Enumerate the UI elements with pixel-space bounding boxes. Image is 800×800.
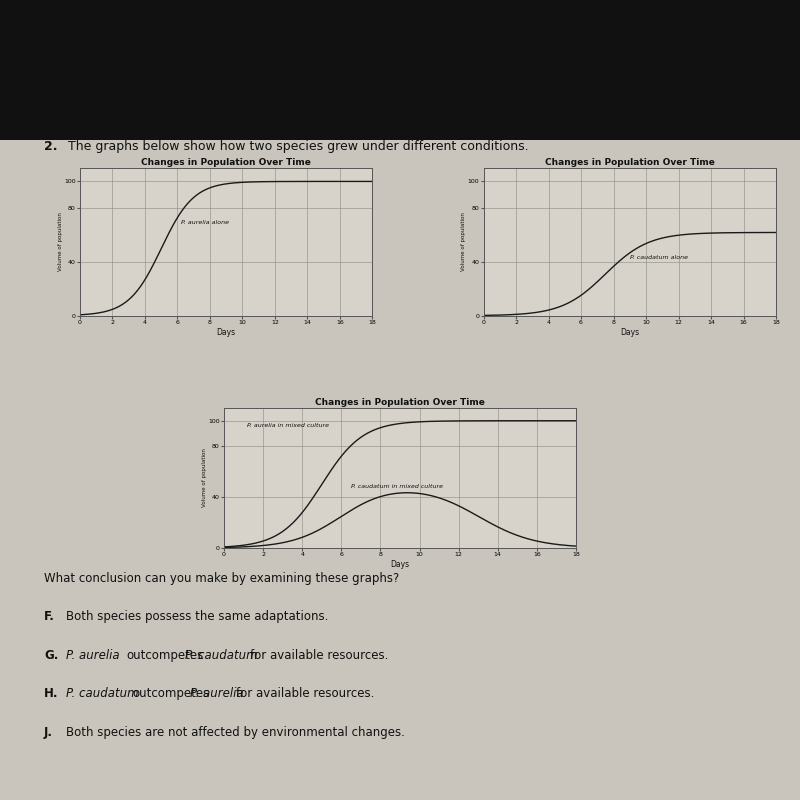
Text: G.: G. [44,649,58,662]
X-axis label: Days: Days [390,560,410,569]
Text: What conclusion can you make by examining these graphs?: What conclusion can you make by examinin… [44,572,399,585]
Text: P. caudatum in mixed culture: P. caudatum in mixed culture [351,484,443,489]
Text: P. aurelia: P. aurelia [66,649,120,662]
Title: Changes in Population Over Time: Changes in Population Over Time [142,158,311,166]
Text: P. aurelia in mixed culture: P. aurelia in mixed culture [247,423,330,428]
Text: for available resources.: for available resources. [250,649,389,662]
Text: for available resources.: for available resources. [236,687,374,700]
Y-axis label: Volume of population: Volume of population [462,213,466,271]
Text: P. caudatum: P. caudatum [185,649,258,662]
Text: P. caudatum alone: P. caudatum alone [630,255,688,260]
X-axis label: Days: Days [620,328,639,337]
Text: The graphs below show how two species grew under different conditions.: The graphs below show how two species gr… [68,140,529,153]
Text: Both species are not affected by environmental changes.: Both species are not affected by environ… [66,726,406,738]
Text: J.: J. [44,726,53,738]
Text: P. aurelia: P. aurelia [190,687,244,700]
Text: H.: H. [44,687,58,700]
Text: F.: F. [44,610,55,623]
Text: 2.: 2. [44,140,58,153]
Title: Changes in Population Over Time: Changes in Population Over Time [545,158,714,166]
Bar [0,0,800,140]
Text: outcompetes: outcompetes [132,687,210,700]
Bar [0,140,800,800]
Text: P. caudatum: P. caudatum [66,687,139,700]
Title: Changes in Population Over Time: Changes in Population Over Time [315,398,485,406]
Text: outcompetes: outcompetes [126,649,204,662]
Y-axis label: Volume of population: Volume of population [202,449,207,507]
Text: Both species possess the same adaptations.: Both species possess the same adaptation… [66,610,329,623]
X-axis label: Days: Days [217,328,236,337]
Text: P. aurelia alone: P. aurelia alone [181,220,229,226]
Y-axis label: Volume of population: Volume of population [58,213,63,271]
